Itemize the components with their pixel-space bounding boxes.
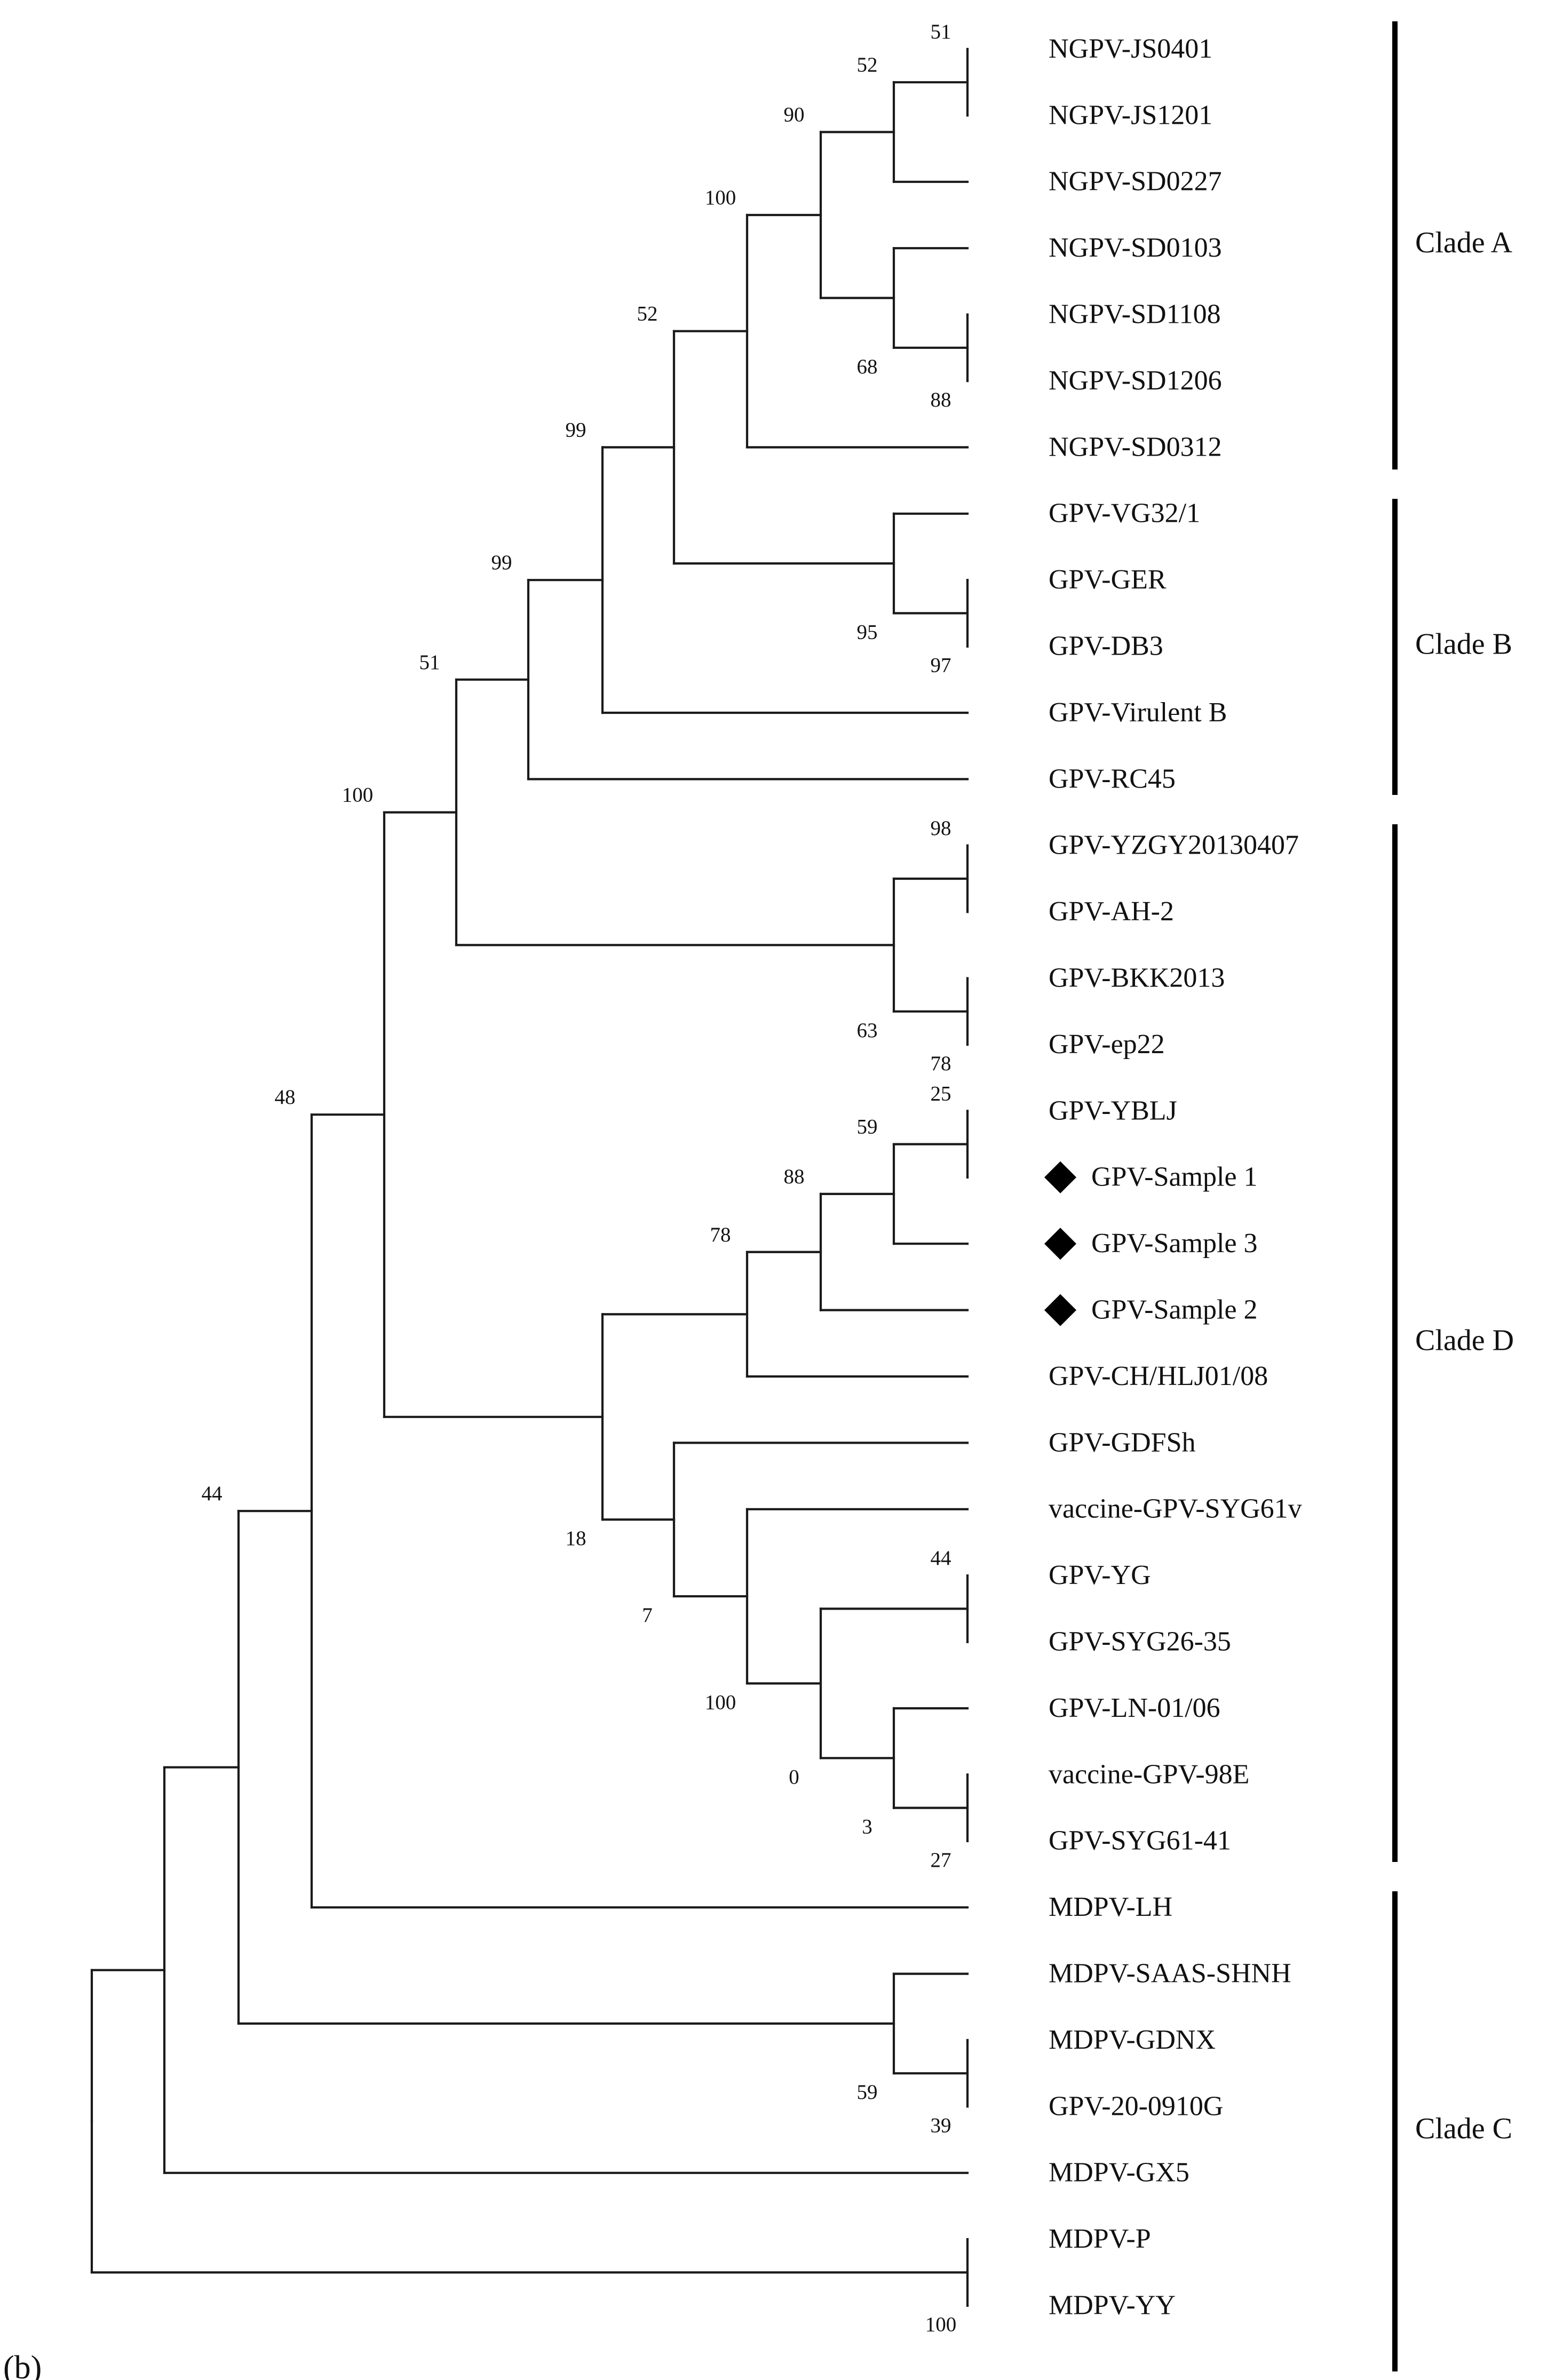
taxon-label: GPV-YG (1049, 1560, 1151, 1590)
taxon-label: GPV-DB3 (1049, 631, 1163, 662)
taxon-label: MDPV-GX5 (1049, 2158, 1189, 2188)
bootstrap-value: 78 (931, 1052, 951, 1075)
taxon-label: GPV-GDFSh (1049, 1427, 1196, 1458)
taxon-label: vaccine-GPV-SYG61v (1049, 1494, 1302, 1524)
tree-branches (90, 47, 969, 2307)
taxon-label: MDPV-GDNX (1049, 2025, 1216, 2055)
bootstrap-value: 97 (931, 654, 951, 677)
taxon-label: GPV-VG32/1 (1049, 498, 1200, 529)
taxon-label: GPV-Sample 3 (1091, 1228, 1258, 1259)
bootstrap-value: 88 (784, 1165, 805, 1188)
bootstrap-value: 100 (925, 2313, 957, 2336)
bootstrap-value: 68 (857, 355, 878, 378)
bootstrap-value: 39 (931, 2114, 951, 2137)
bootstrap-value: 99 (491, 551, 512, 574)
bootstrap-value: 48 (275, 1086, 296, 1109)
clade-label: Clade C (1415, 2112, 1512, 2145)
taxon-label: GPV-YBLJ (1049, 1095, 1177, 1126)
taxon-label: GPV-SYG61-41 (1049, 1826, 1231, 1856)
bootstrap-value: 52 (637, 303, 658, 325)
taxon-label: NGPV-SD1108 (1049, 299, 1221, 330)
sample-diamond-icon (1044, 1294, 1076, 1326)
bootstrap-value: 88 (931, 388, 951, 411)
bootstrap-value: 99 (566, 418, 586, 441)
bootstrap-value: 59 (857, 2081, 878, 2104)
taxon-label: vaccine-GPV-98E (1049, 1759, 1249, 1789)
taxon-label: GPV-20-0910G (1049, 2091, 1223, 2121)
taxon-label: MDPV-YY (1049, 2290, 1176, 2321)
taxon-label: MDPV-P (1049, 2224, 1151, 2254)
taxon-label: GPV-Sample 2 (1091, 1295, 1258, 1325)
taxon-label: GPV-SYG26-35 (1049, 1627, 1231, 1657)
panel-label: (b) (3, 2350, 42, 2380)
taxon-label: GPV-BKK2013 (1049, 963, 1225, 993)
bootstrap-value: 90 (784, 104, 805, 126)
bootstrap-value: 63 (857, 1019, 878, 1042)
bootstrap-value: 51 (419, 651, 440, 674)
taxon-label: GPV-ep22 (1049, 1029, 1165, 1060)
bootstrap-value: 100 (705, 186, 736, 209)
clade-label: Clade A (1415, 226, 1513, 259)
taxon-label: GPV-RC45 (1049, 763, 1176, 794)
bootstrap-value: 59 (857, 1116, 878, 1139)
taxon-label: NGPV-SD0312 (1049, 432, 1222, 462)
bootstrap-values: 51 52 88 68 90 100 97 95 52 99 99 98 78 63 51 25 59 88 78 4… (202, 20, 957, 2336)
bootstrap-value: 78 (710, 1223, 731, 1246)
taxon-label: NGPV-JS0401 (1049, 34, 1212, 64)
bootstrap-value: 44 (202, 1482, 223, 1505)
taxon-label: NGPV-SD1206 (1049, 365, 1222, 396)
taxon-label: GPV-Virulent B (1049, 697, 1227, 728)
bootstrap-value: 100 (342, 784, 374, 807)
bootstrap-value: 7 (642, 1604, 653, 1627)
bootstrap-value: 51 (931, 20, 951, 43)
taxon-label: NGPV-SD0227 (1049, 166, 1222, 197)
taxon-label: GPV-CH/HLJ01/08 (1049, 1361, 1268, 1391)
sample-diamond-icon (1044, 1161, 1076, 1193)
bootstrap-value: 100 (705, 1691, 736, 1714)
taxon-label: GPV-YZGY20130407 (1049, 830, 1299, 861)
taxon-label: NGPV-SD0103 (1049, 233, 1222, 263)
taxon-label: NGPV-JS1201 (1049, 100, 1212, 130)
bootstrap-value: 95 (857, 620, 878, 643)
leaf-labels: NGPV-JS0401 NGPV-JS1201 NGPV-SD0227 NGPV-SD… (1044, 34, 1302, 2321)
clade-label: Clade B (1415, 627, 1512, 660)
taxon-label: GPV-AH-2 (1049, 896, 1174, 927)
clade-annotations: Clade A Clade B Clade D Clade C (1392, 21, 1514, 2371)
bootstrap-value: 25 (931, 1082, 951, 1105)
clade-label: Clade D (1415, 1324, 1514, 1357)
bootstrap-value: 18 (566, 1527, 586, 1550)
taxon-label: GPV-Sample 1 (1091, 1162, 1258, 1192)
bootstrap-value: 98 (931, 817, 951, 840)
taxon-label: GPV-GER (1049, 564, 1167, 595)
taxon-label: MDPV-LH (1049, 1892, 1172, 1922)
bootstrap-value: 0 (789, 1765, 799, 1788)
sample-diamond-icon (1044, 1228, 1076, 1260)
bootstrap-value: 44 (931, 1547, 951, 1570)
bootstrap-value: 52 (857, 53, 878, 76)
bootstrap-value: 3 (862, 1816, 872, 1838)
taxon-label: MDPV-SAAS-SHNH (1049, 1959, 1291, 1989)
bootstrap-value: 27 (931, 1849, 951, 1872)
taxon-label: GPV-LN-01/06 (1049, 1693, 1220, 1723)
